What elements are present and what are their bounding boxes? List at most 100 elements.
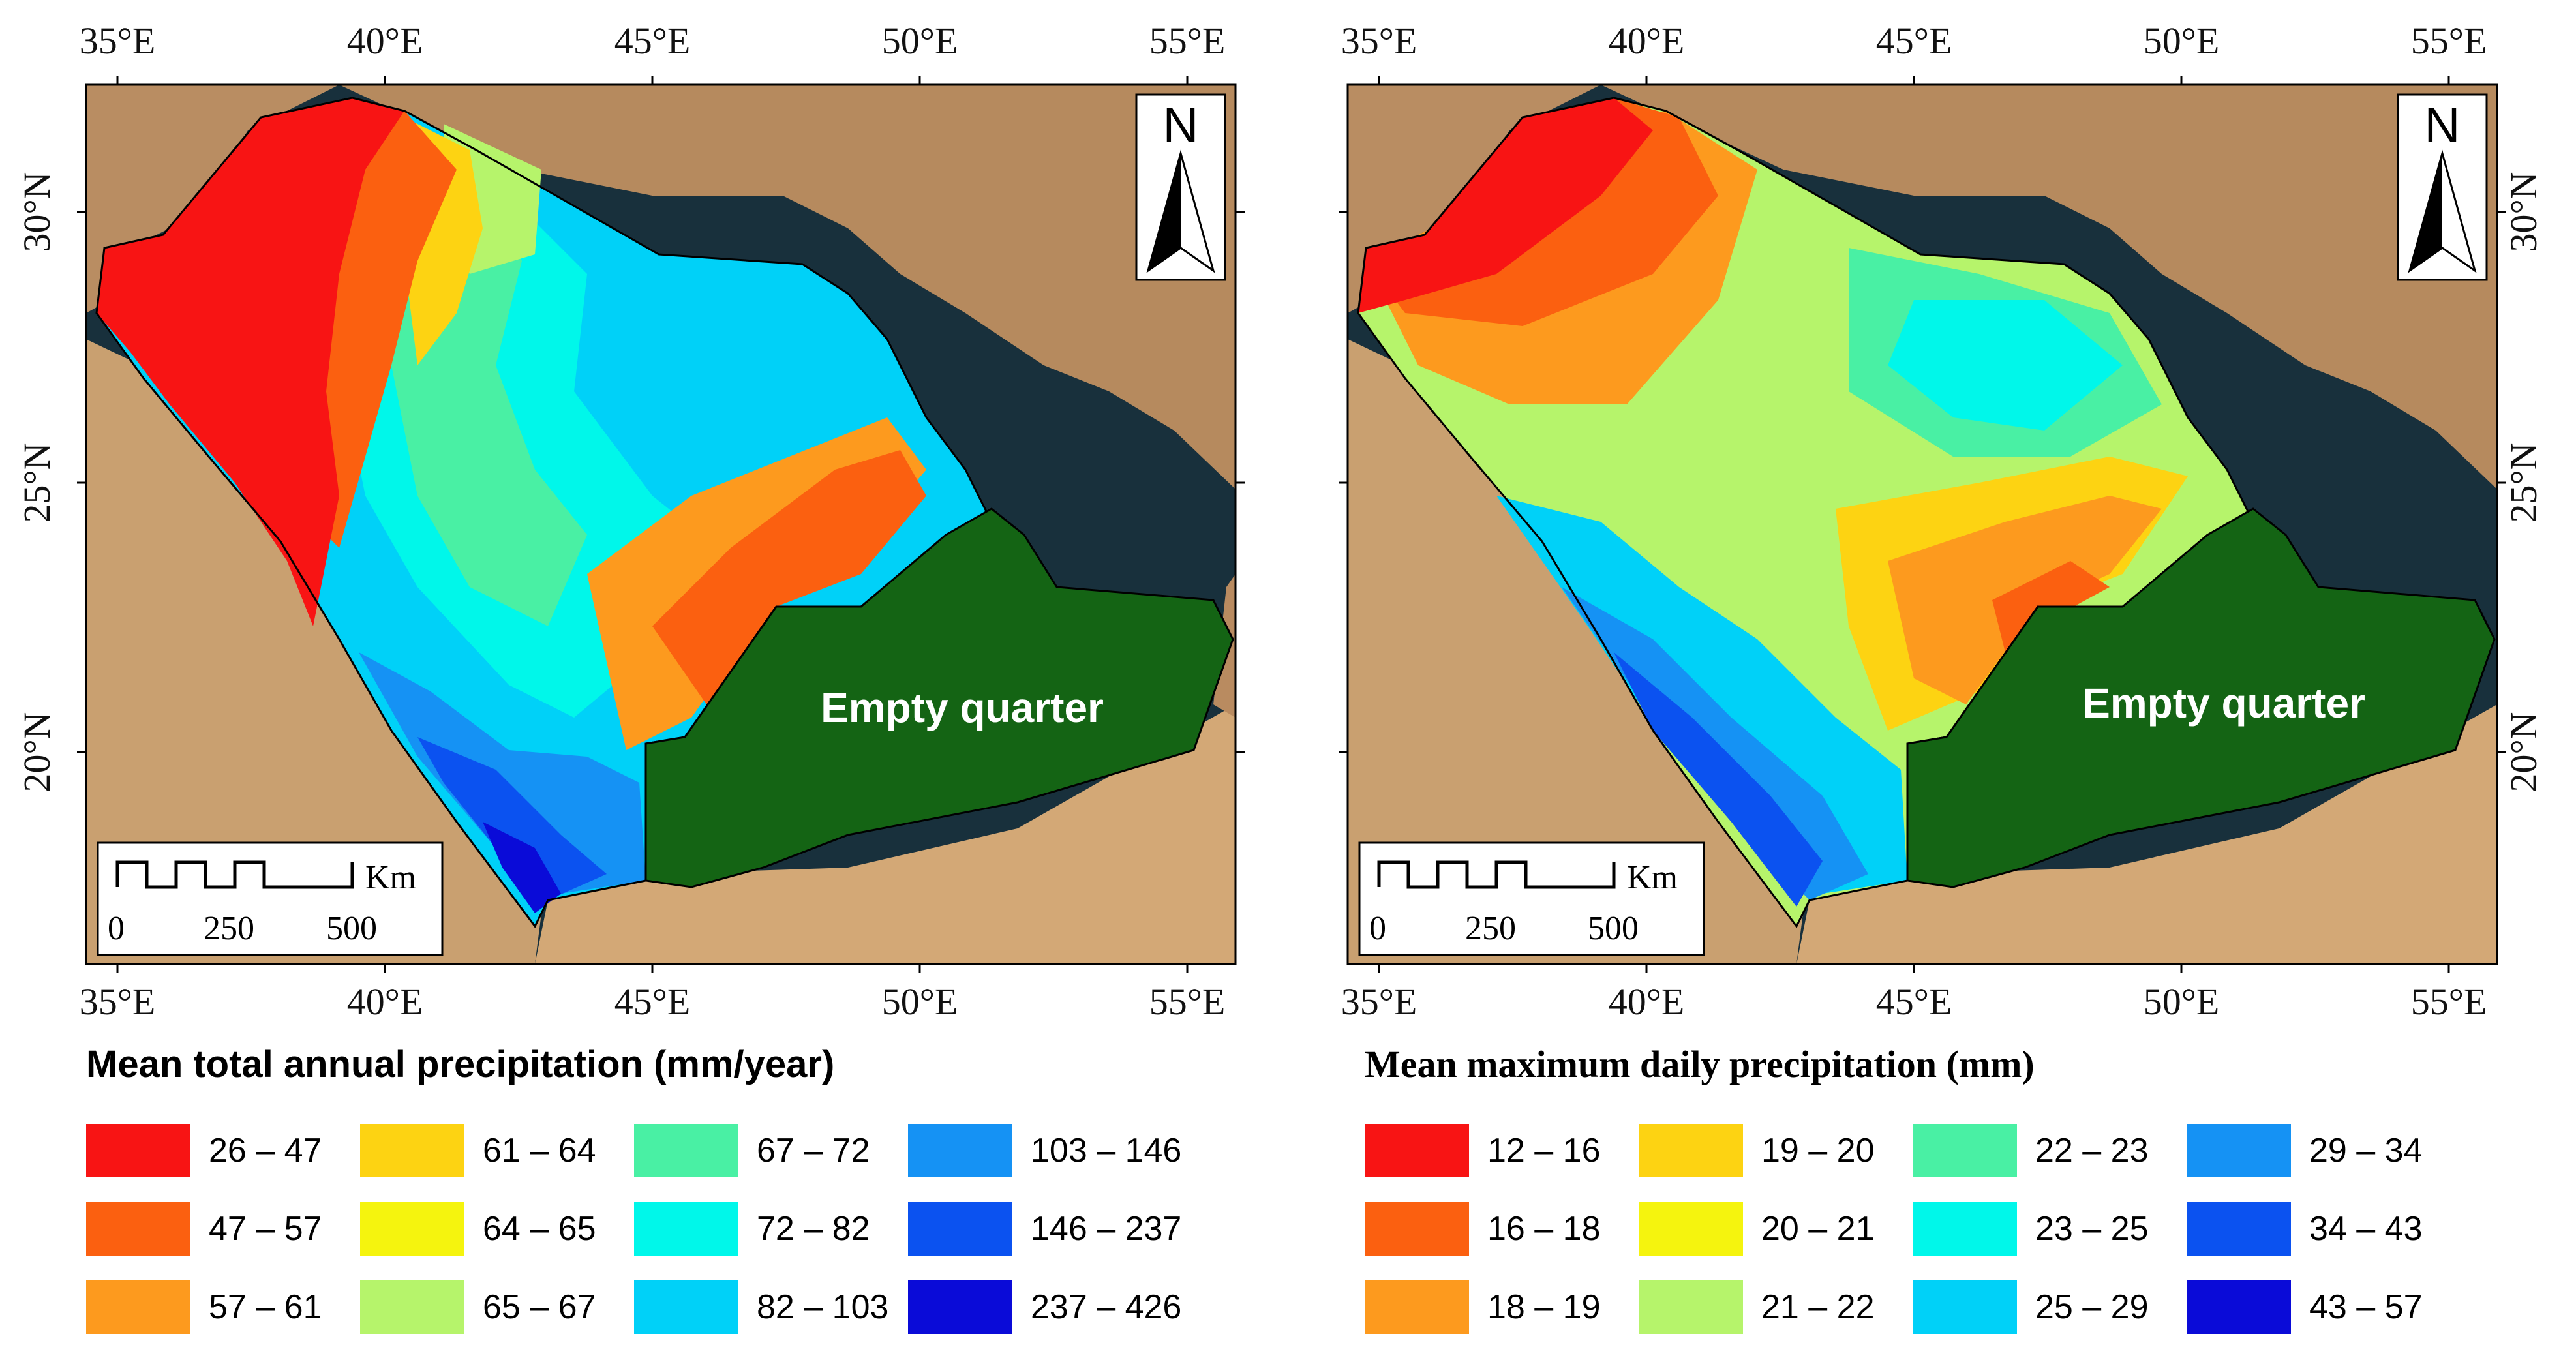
legend-label: 34 – 43 [2309, 1210, 2423, 1248]
north-arrow-label: N [1163, 98, 1199, 153]
scale-label-0: 0 [108, 910, 125, 947]
legend-swatch [360, 1202, 464, 1256]
legend-swatch [1639, 1124, 1743, 1177]
legend-item: 29 – 34 [2187, 1111, 2461, 1190]
lon-tick-label: 35°E [80, 20, 156, 62]
scale-unit: Km [1627, 859, 1678, 896]
legend-item: 22 – 23 [1913, 1111, 2187, 1190]
legend-item: 237 – 426 [908, 1268, 1182, 1346]
map-panel-right: Empty quarter N Km 0 250 500 [1339, 20, 2545, 1021]
legend-label: 21 – 22 [1761, 1288, 1875, 1326]
legend-item: 12 – 16 [1365, 1111, 1639, 1190]
lon-labels-bottom: 35°E 40°E 45°E 50°E 55°E [1341, 980, 2487, 1021]
arabia-south-land [535, 704, 1235, 964]
iran-land [1601, 85, 2497, 489]
legend-title-right: Mean maximum daily precipitation (mm) [1365, 1043, 2035, 1085]
lat-labels-left: 30°N 25°N 20°N [16, 172, 58, 792]
lon-tick-label: 35°E [80, 980, 156, 1021]
lon-tick-label: 55°E [2411, 980, 2487, 1021]
arabia-south-land [1796, 704, 2497, 964]
legend-item: 67 – 72 [634, 1111, 908, 1190]
legend-left: 26 – 47 47 – 57 57 – 61 61 – 64 64 – 65 65 – … [86, 1111, 1182, 1346]
saudi-zone-10 [359, 652, 646, 894]
legend-item: 61 – 64 [360, 1111, 634, 1190]
legend-label: 19 – 20 [1761, 1132, 1875, 1170]
scale-label-0: 0 [1369, 910, 1386, 947]
legend-swatch [908, 1202, 1012, 1256]
iran-land [339, 85, 1235, 489]
lon-tick-label: 45°E [1876, 980, 1952, 1021]
legend-item: 82 – 103 [634, 1268, 908, 1346]
legend-item: 43 – 57 [2187, 1268, 2461, 1346]
lon-tick-label: 50°E [2144, 980, 2220, 1021]
legend-label: 20 – 21 [1761, 1210, 1875, 1248]
legend-item: 146 – 237 [908, 1190, 1182, 1268]
scale-bar: Km 0 250 500 [97, 841, 444, 956]
legend-label: 23 – 25 [2035, 1210, 2149, 1248]
legend-swatch [1365, 1124, 1469, 1177]
lat-tick-label: 20°N [2502, 712, 2545, 792]
legend-label: 72 – 82 [757, 1210, 870, 1248]
legend-label: 26 – 47 [209, 1132, 322, 1170]
sinai-land [1348, 85, 1601, 313]
saudi-zone-7 [652, 450, 926, 711]
map-frame [1346, 83, 2498, 965]
scale-bar: Km 0 250 500 [1358, 841, 1705, 956]
legend-item: 25 – 29 [1913, 1268, 2187, 1346]
scale-label-250: 250 [1465, 910, 1516, 947]
empty-quarter-label: Empty quarter [2082, 680, 2365, 727]
lon-tick-label: 50°E [2144, 20, 2220, 62]
lon-tick-label: 55°E [2411, 20, 2487, 62]
legend-item: 72 – 82 [634, 1190, 908, 1268]
sinai-land [86, 85, 339, 313]
lat-tick-label: 30°N [16, 172, 58, 252]
lon-tick-label: 35°E [1341, 20, 1417, 62]
lat-labels-right: 30°N 25°N 20°N [2502, 172, 2545, 792]
legend-label: 29 – 34 [2309, 1132, 2423, 1170]
legend-item: 20 – 21 [1639, 1190, 1913, 1268]
legend-label: 18 – 19 [1487, 1288, 1601, 1326]
legend-swatch [634, 1202, 738, 1256]
north-arrow: N [1135, 93, 1226, 281]
legend-item: 26 – 47 [86, 1111, 360, 1190]
legend-item: 23 – 25 [1913, 1190, 2187, 1268]
legend-swatch [1639, 1202, 1743, 1256]
maps-figure: Empty quarter N Km 0 250 500 [16, 20, 2545, 1021]
legend-item: 103 – 146 [908, 1111, 1182, 1190]
legend-swatch [908, 1124, 1012, 1177]
lon-tick-label: 45°E [614, 20, 691, 62]
legend-label: 237 – 426 [1031, 1288, 1182, 1326]
legend-swatch [1913, 1280, 2017, 1334]
lon-tick-label: 50°E [882, 980, 958, 1021]
saudi-zone-3 [1888, 300, 2123, 431]
legend-swatch [1365, 1280, 1469, 1334]
legend-swatch [86, 1202, 190, 1256]
legend-swatch [360, 1280, 464, 1334]
lon-tick-label: 40°E [1609, 20, 1685, 62]
legend-item: 18 – 19 [1365, 1268, 1639, 1346]
lon-tick-label: 35°E [1341, 980, 1417, 1021]
legend-swatch [1913, 1124, 2017, 1177]
legend-label: 57 – 61 [209, 1288, 322, 1326]
legend-label: 43 – 57 [2309, 1288, 2423, 1326]
north-arrow: N [2397, 93, 2488, 281]
lon-tick-label: 40°E [347, 980, 423, 1021]
axis-ticks [77, 76, 1245, 973]
legend-swatch [634, 1124, 738, 1177]
africa-land [1348, 339, 1803, 964]
legend-swatch [2187, 1202, 2291, 1256]
scale-unit: Km [365, 859, 416, 896]
legend-label: 103 – 146 [1031, 1132, 1182, 1170]
legend-label: 12 – 16 [1487, 1132, 1601, 1170]
legend-item: 57 – 61 [86, 1268, 360, 1346]
lon-tick-label: 40°E [1609, 980, 1685, 1021]
lon-labels-top: 35°E 40°E 45°E 50°E 55°E [80, 20, 1226, 62]
lon-tick-label: 45°E [614, 980, 691, 1021]
legend-item: 64 – 65 [360, 1190, 634, 1268]
scale-label-250: 250 [204, 910, 254, 947]
lat-tick-label: 25°N [16, 442, 58, 522]
map-panel-left: Empty quarter N Km 0 250 500 [16, 20, 1245, 1021]
empty-quarter-region [1906, 507, 2496, 888]
legend-title-left: Mean total annual precipitation (mm/year… [86, 1043, 835, 1085]
legend-label: 146 – 237 [1031, 1210, 1182, 1248]
